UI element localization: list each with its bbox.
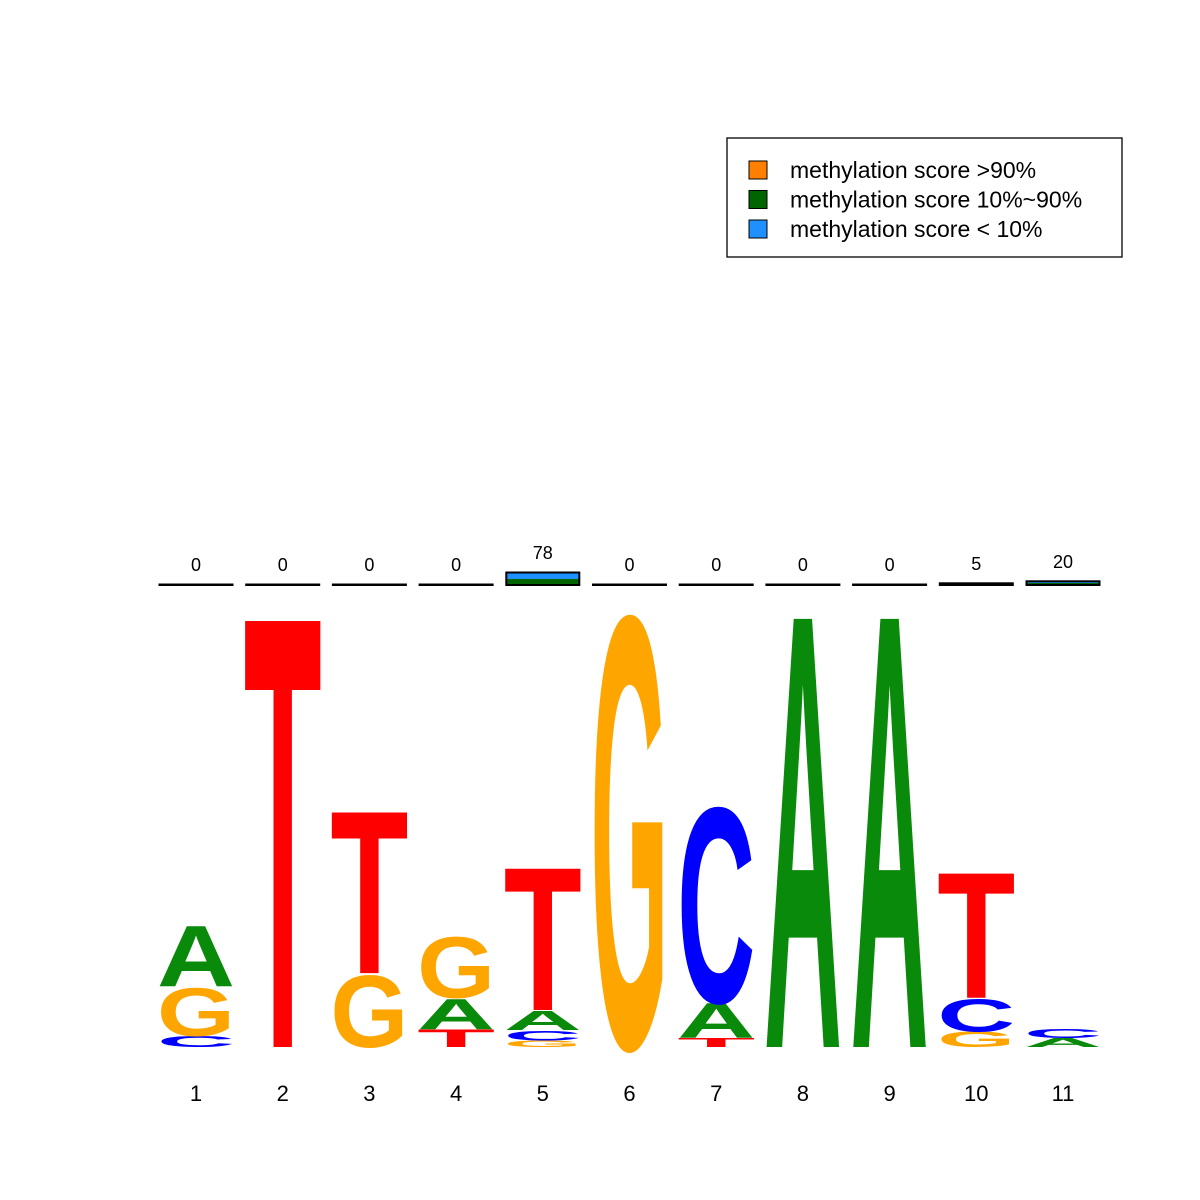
methylation-count: 20	[1053, 552, 1073, 572]
letter-group: A	[677, 993, 755, 1048]
methylation-count: 0	[885, 555, 895, 575]
letter-group: C	[677, 749, 755, 1062]
x-tick-label: 5	[537, 1081, 549, 1106]
letter-group: A	[157, 908, 235, 1006]
letter-group: T	[937, 834, 1015, 1036]
x-tick-label: 1	[190, 1081, 202, 1106]
letter-group: C	[157, 1033, 235, 1050]
letter-group: A	[417, 990, 495, 1039]
logo-letter: T	[504, 826, 582, 1055]
logo-letter: A	[764, 486, 842, 1180]
logo-letter: C	[937, 989, 1015, 1042]
letter-group: G	[417, 919, 495, 1017]
logo-letter: C	[504, 1028, 582, 1044]
methylation-count: 0	[451, 555, 461, 575]
letter-group: G	[591, 487, 669, 1178]
letter-group: T	[417, 1025, 495, 1053]
x-tick-label: 10	[964, 1081, 988, 1106]
logo-letter: A	[157, 908, 235, 1006]
methylation-bar	[1026, 581, 1100, 583]
logo-letter: A	[677, 993, 755, 1048]
logo-letter: G	[504, 1039, 582, 1049]
methylation-count: 0	[798, 555, 808, 575]
letter-group: A	[764, 486, 842, 1180]
methylation-outline	[245, 583, 321, 586]
logo-letter: G	[330, 955, 408, 1069]
logo-letter: T	[244, 487, 322, 1178]
methylation-outline	[938, 582, 1014, 586]
logo-letter: T	[417, 1025, 495, 1053]
methylation-bar	[506, 579, 580, 585]
logo-letter: G	[937, 1027, 1015, 1051]
letter-group: T	[244, 487, 322, 1178]
letter-group: A	[851, 486, 929, 1180]
methylation-count: 0	[624, 555, 634, 575]
letter-group: C	[504, 1028, 582, 1044]
letter-group: G	[504, 1039, 582, 1049]
letter-group: G	[157, 974, 235, 1051]
letter-group: C	[1024, 1027, 1102, 1041]
x-tick-label: 2	[277, 1081, 289, 1106]
letter-group: G	[937, 1027, 1015, 1051]
logo-letter: A	[417, 990, 495, 1039]
x-tick-label: 3	[363, 1081, 375, 1106]
legend-swatch	[748, 219, 768, 239]
logo-letter: C	[1024, 1027, 1102, 1041]
legend-swatch	[748, 160, 768, 180]
logo-letter: T	[330, 764, 408, 1024]
letter-group: A	[504, 1005, 582, 1036]
legend-label: methylation score 10%~90%	[790, 187, 1082, 213]
legend-label: methylation score >90%	[790, 157, 1036, 183]
methylation-count: 0	[191, 555, 201, 575]
logo-letter: G	[591, 487, 669, 1178]
letter-group: C	[937, 989, 1015, 1042]
methylation-count: 78	[533, 543, 553, 563]
methylation-outline	[678, 583, 754, 586]
methylation-outline	[592, 583, 667, 586]
methylation-outline	[1025, 580, 1101, 586]
logo-letter: G	[157, 974, 235, 1051]
logo-letter: A	[1024, 1036, 1102, 1050]
x-tick-label: 8	[797, 1081, 809, 1106]
methylation-count: 0	[278, 555, 288, 575]
legend-label: methylation score < 10%	[790, 216, 1043, 242]
legend-box	[726, 137, 1123, 258]
logo-letter: T	[937, 834, 1015, 1036]
methylation-outline	[418, 583, 494, 586]
methylation-count: 0	[364, 555, 374, 575]
x-tick-label: 9	[883, 1081, 895, 1106]
x-tick-label: 7	[710, 1081, 722, 1106]
letter-group: G	[330, 955, 408, 1069]
logo-letter: C	[677, 749, 755, 1062]
methylation-count: 0	[711, 555, 721, 575]
methylation-outline	[852, 583, 928, 586]
x-tick-label: 6	[623, 1081, 635, 1106]
logo-letter: G	[417, 919, 495, 1017]
methylation-outline	[158, 583, 234, 586]
x-tick-label: 4	[450, 1081, 462, 1106]
methylation-count: 5	[971, 554, 981, 574]
letter-group: T	[504, 826, 582, 1055]
logo-letter: A	[504, 1005, 582, 1036]
letter-group: T	[677, 1036, 755, 1050]
logo-letter: A	[851, 486, 929, 1180]
logo-letter: T	[677, 1036, 755, 1050]
letter-group: T	[330, 764, 408, 1024]
methylation-outline	[505, 571, 581, 586]
legend-swatch	[748, 190, 768, 209]
letter-group: A	[1024, 1036, 1102, 1050]
methylation-bar	[506, 573, 580, 579]
methylation-outline	[765, 583, 841, 586]
x-tick-label: 11	[1052, 1081, 1075, 1106]
logo-letter: C	[157, 1033, 235, 1050]
methylation-outline	[331, 583, 407, 586]
